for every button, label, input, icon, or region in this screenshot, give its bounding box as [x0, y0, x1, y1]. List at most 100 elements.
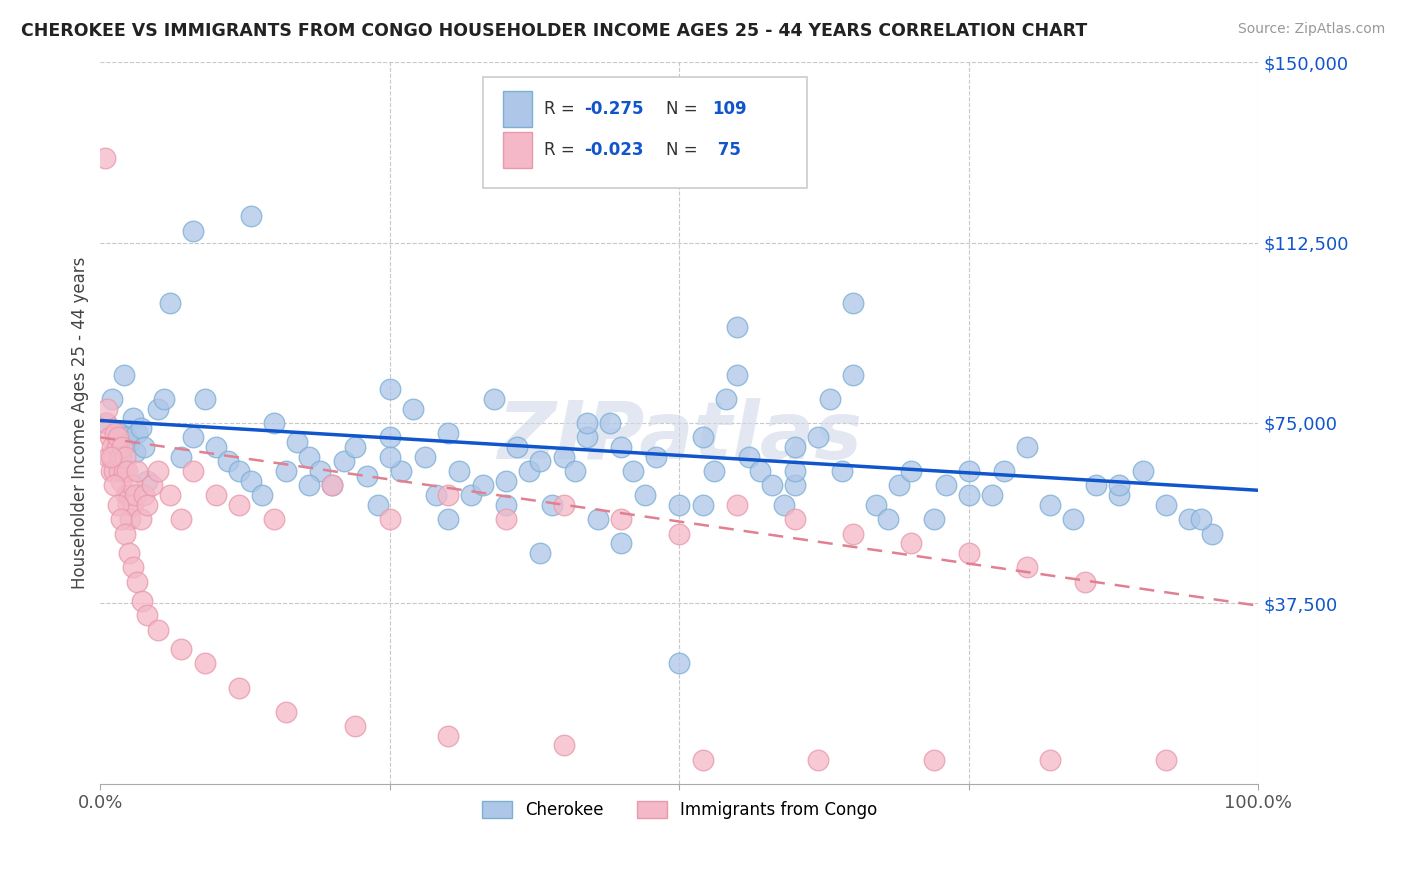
Point [134, 488, 156, 502]
Point [436, 729, 458, 743]
Point [714, 392, 737, 406]
Point [217, 454, 239, 468]
Point [842, 526, 865, 541]
Point [96, 401, 118, 416]
Point [101, 392, 124, 406]
Point [807, 753, 830, 767]
Point [553, 738, 575, 752]
Point [129, 512, 152, 526]
Point [668, 498, 690, 512]
Point [131, 594, 153, 608]
Point [900, 536, 922, 550]
Point [922, 753, 945, 767]
Point [1074, 574, 1097, 589]
Point [321, 478, 343, 492]
Point [957, 546, 980, 560]
Point [634, 488, 657, 502]
Point [588, 512, 610, 526]
Point [97, 450, 120, 464]
Point [110, 450, 132, 464]
Point [103, 464, 125, 478]
Point [121, 498, 143, 512]
Point [1015, 560, 1038, 574]
Point [356, 468, 378, 483]
Point [239, 209, 262, 223]
Point [668, 657, 690, 671]
Point [181, 223, 204, 237]
Point [127, 464, 149, 478]
Point [110, 474, 132, 488]
Point [785, 478, 807, 492]
Point [391, 464, 413, 478]
Point [121, 560, 143, 574]
Point [94, 152, 117, 166]
Point [112, 464, 135, 478]
Point [159, 488, 181, 502]
Point [120, 512, 142, 526]
Point [1154, 753, 1177, 767]
Point [108, 450, 131, 464]
Point [818, 392, 841, 406]
Text: R =: R = [544, 100, 575, 118]
Point [135, 608, 157, 623]
FancyBboxPatch shape [482, 77, 807, 188]
Point [725, 498, 748, 512]
Point [807, 430, 830, 444]
Point [112, 368, 135, 382]
Point [1085, 478, 1108, 492]
Point [115, 464, 138, 478]
Point [134, 440, 156, 454]
Point [889, 478, 911, 492]
Bar [503, 132, 533, 169]
Point [842, 368, 865, 382]
Point [553, 450, 575, 464]
Point [842, 295, 865, 310]
Point [668, 526, 690, 541]
Point [94, 416, 117, 430]
Point [575, 416, 598, 430]
Point [194, 392, 217, 406]
Point [263, 416, 285, 430]
Point [900, 464, 922, 478]
Point [425, 488, 447, 502]
Point [749, 464, 772, 478]
Bar [503, 91, 533, 127]
Point [194, 657, 217, 671]
Point [575, 430, 598, 444]
Point [553, 498, 575, 512]
Point [129, 421, 152, 435]
Point [610, 440, 633, 454]
Point [98, 430, 121, 444]
Text: -0.023: -0.023 [585, 141, 644, 160]
Point [957, 464, 980, 478]
Point [378, 512, 401, 526]
Point [1108, 488, 1130, 502]
Point [148, 464, 170, 478]
Point [725, 319, 748, 334]
Text: CHEROKEE VS IMMIGRANTS FROM CONGO HOUSEHOLDER INCOME AGES 25 - 44 YEARS CORRELAT: CHEROKEE VS IMMIGRANTS FROM CONGO HOUSEH… [21, 22, 1087, 40]
Point [367, 498, 389, 512]
Point [252, 488, 274, 502]
Point [127, 574, 149, 589]
Point [148, 401, 170, 416]
Point [274, 705, 297, 719]
Point [495, 498, 517, 512]
Point [449, 464, 471, 478]
Point [922, 512, 945, 526]
Point [621, 464, 644, 478]
Point [831, 464, 853, 478]
Point [181, 464, 204, 478]
Point [298, 450, 321, 464]
Point [1062, 512, 1084, 526]
Point [725, 368, 748, 382]
Point [692, 430, 714, 444]
Point [529, 546, 551, 560]
Point [344, 440, 367, 454]
Point [135, 474, 157, 488]
Point [228, 498, 250, 512]
Point [692, 753, 714, 767]
Point [239, 474, 262, 488]
Point [541, 498, 564, 512]
Point [110, 512, 132, 526]
Point [321, 478, 343, 492]
